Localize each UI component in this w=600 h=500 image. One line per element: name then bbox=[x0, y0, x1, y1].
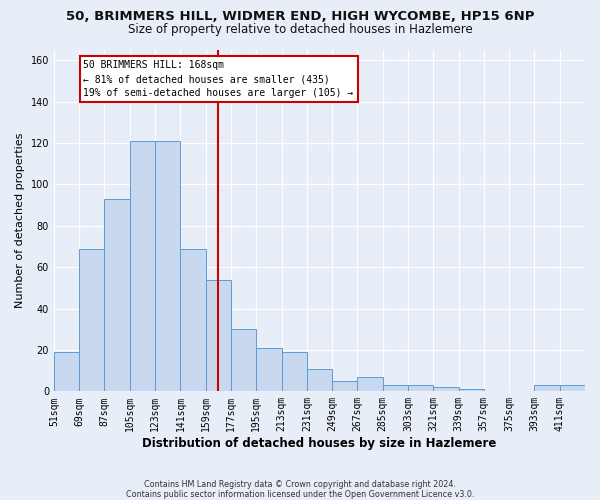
Text: Size of property relative to detached houses in Hazlemere: Size of property relative to detached ho… bbox=[128, 22, 472, 36]
Bar bbox=[206, 280, 231, 392]
Bar bbox=[332, 381, 358, 392]
Bar bbox=[535, 385, 560, 392]
Bar bbox=[130, 141, 155, 392]
Bar bbox=[408, 385, 433, 392]
Y-axis label: Number of detached properties: Number of detached properties bbox=[15, 133, 25, 308]
Text: 50, BRIMMERS HILL, WIDMER END, HIGH WYCOMBE, HP15 6NP: 50, BRIMMERS HILL, WIDMER END, HIGH WYCO… bbox=[66, 10, 534, 23]
Text: Contains HM Land Registry data © Crown copyright and database right 2024.
Contai: Contains HM Land Registry data © Crown c… bbox=[126, 480, 474, 499]
Bar bbox=[433, 387, 458, 392]
Bar bbox=[458, 390, 484, 392]
Bar bbox=[358, 377, 383, 392]
X-axis label: Distribution of detached houses by size in Hazlemere: Distribution of detached houses by size … bbox=[142, 437, 497, 450]
Text: 50 BRIMMERS HILL: 168sqm
← 81% of detached houses are smaller (435)
19% of semi-: 50 BRIMMERS HILL: 168sqm ← 81% of detach… bbox=[83, 60, 353, 98]
Bar bbox=[560, 385, 585, 392]
Bar bbox=[155, 141, 181, 392]
Bar bbox=[256, 348, 281, 392]
Bar bbox=[104, 199, 130, 392]
Bar bbox=[231, 330, 256, 392]
Bar bbox=[383, 385, 408, 392]
Bar bbox=[79, 248, 104, 392]
Bar bbox=[281, 352, 307, 392]
Bar bbox=[307, 368, 332, 392]
Bar bbox=[181, 248, 206, 392]
Bar bbox=[54, 352, 79, 392]
